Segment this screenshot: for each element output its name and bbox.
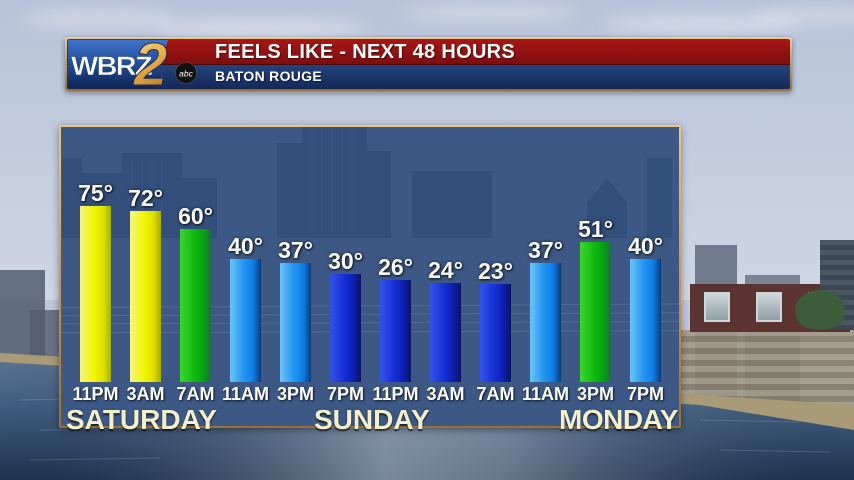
svg-text:abc: abc [179, 69, 193, 79]
svg-text:2: 2 [133, 40, 167, 88]
